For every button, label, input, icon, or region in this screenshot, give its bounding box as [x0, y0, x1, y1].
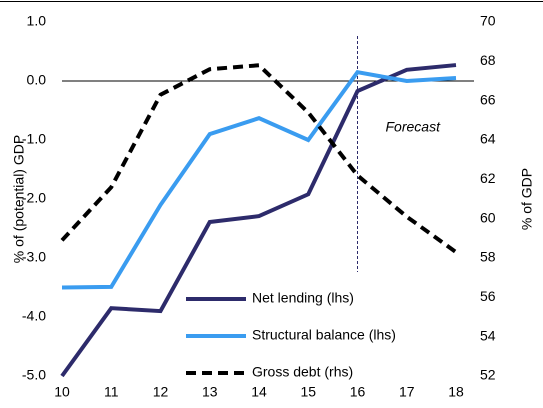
y2-tick-label: 70: [480, 13, 496, 29]
x-tick-label: 14: [251, 384, 267, 400]
x-tick-label: 12: [153, 384, 169, 400]
x-tick-label: 10: [54, 384, 70, 400]
y2-tick-label: 64: [480, 131, 496, 147]
y-tick-label: -3.0: [22, 249, 46, 265]
series-line: [60, 63, 458, 254]
x-tick-label: 17: [399, 384, 415, 400]
y2-tick-label: 62: [480, 170, 496, 186]
y-tick-label: 0.0: [27, 72, 47, 88]
y-tick-label: -5.0: [22, 367, 46, 383]
x-tick-label: 11: [104, 384, 119, 400]
y2-tick-label: 60: [480, 209, 496, 225]
legend-label: Structural balance (lhs): [252, 327, 396, 343]
x-tick-label: 15: [300, 384, 316, 400]
y2-tick-label: 68: [480, 52, 496, 68]
y2-tick-label: 58: [480, 249, 496, 265]
y-tick-label: -4.0: [22, 308, 46, 324]
series-line: [61, 69, 457, 290]
legend-label: Net lending (lhs): [252, 290, 354, 306]
y2-tick-label: 66: [480, 91, 496, 107]
x-tick-label: 13: [202, 384, 218, 400]
y-tick-label: 1.0: [27, 13, 47, 29]
x-tick-label: 18: [448, 384, 464, 400]
forecast-label: Forecast: [386, 119, 442, 135]
y-tick-label: -1.0: [22, 131, 46, 147]
y2-tick-label: 56: [480, 288, 496, 304]
y2-tick-label: 52: [480, 367, 496, 383]
y2-axis-label: % of GDP: [519, 168, 535, 230]
x-tick-label: 16: [350, 384, 366, 400]
y-tick-label: -2.0: [22, 190, 46, 206]
y-axis-label: % of (potential) GDP: [11, 135, 27, 263]
legend-label: Gross debt (rhs): [252, 364, 353, 380]
y2-tick-label: 54: [480, 327, 496, 343]
